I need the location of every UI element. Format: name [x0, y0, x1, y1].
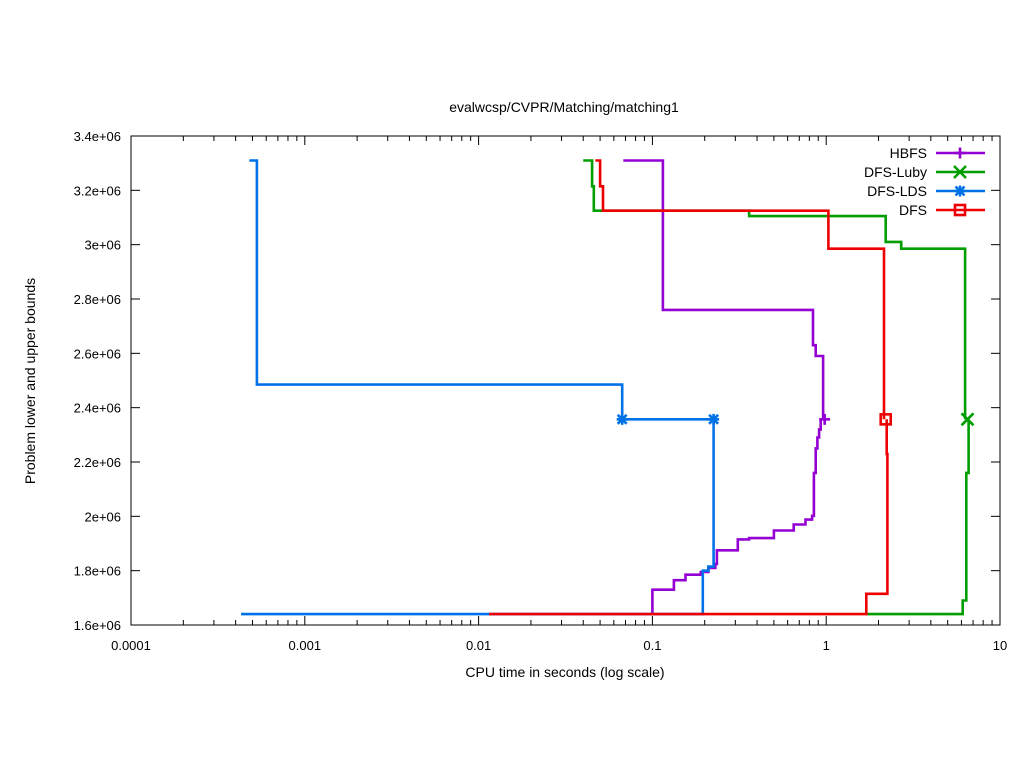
legend-marker-hbfs [954, 147, 966, 159]
legend-marker-dfs-lds [954, 185, 966, 197]
series-marker-hbfs [819, 413, 831, 425]
legend-item-dfs-lds: DFS-LDS [867, 183, 985, 199]
y-tick-label: 2e+06 [84, 509, 121, 524]
y-tick-label: 2.8e+06 [74, 292, 121, 307]
series-marker-dfs-luby [960, 412, 975, 427]
series-line-dfs-lower [489, 419, 889, 616]
y-tick-label: 1.8e+06 [74, 564, 121, 579]
tick-marks: 0.0001 0.001 0.01 0.1 1 10 1.6e+06 1.8e+06 2e+06… [74, 129, 1008, 653]
legend-label: HBFS [890, 145, 927, 161]
series-dfs-lds [241, 159, 720, 616]
y-tick-label: 3.2e+06 [74, 183, 121, 198]
legend-item-dfs-luby: DFS-Luby [864, 164, 985, 180]
series-marker-dfs-lds [616, 413, 628, 425]
series-marker-dfs [879, 413, 893, 426]
y-tick-label: 2.6e+06 [74, 346, 121, 361]
legend-item-hbfs: HBFS [890, 145, 985, 161]
x-tick-label: 0.001 [289, 638, 322, 653]
plot-frame [130, 135, 1001, 626]
y-tick-label: 3.4e+06 [74, 129, 121, 144]
y-axis-label: Problem lower and upper bounds [22, 278, 38, 484]
x-axis-label: CPU time in seconds (log scale) [465, 664, 664, 680]
series-line-dfs-upper [595, 159, 886, 420]
series-line-hbfs-upper [623, 159, 825, 420]
legend-label: DFS [899, 202, 927, 218]
x-tick-label: 0.01 [466, 638, 491, 653]
series-dfs-luby [583, 159, 975, 616]
series-line-hbfs-lower [651, 419, 823, 615]
legend-item-dfs: DFS [899, 202, 985, 218]
legend-label: DFS-LDS [867, 183, 927, 199]
series-dfs [489, 159, 893, 616]
series-marker-dfs-lds [708, 413, 720, 425]
y-tick-label: 2.4e+06 [74, 401, 121, 416]
series-line-dfs-lds-upper [249, 159, 714, 421]
legend-label: DFS-Luby [864, 164, 927, 180]
x-tick-label: 0.1 [643, 638, 661, 653]
chart-title: evalwcsp/CVPR/Matching/matching1 [449, 99, 679, 115]
legend-marker-dfs-luby [953, 165, 967, 179]
series-layer [241, 159, 975, 616]
x-tick-label: 1 [823, 638, 830, 653]
series-line-dfs-luby-lower [866, 419, 970, 616]
series-hbfs [623, 159, 831, 615]
series-line-dfs-lds-lower [241, 419, 715, 616]
x-tick-label: 10 [993, 638, 1007, 653]
y-tick-label: 3e+06 [84, 238, 121, 253]
x-tick-label: 0.0001 [111, 638, 151, 653]
y-tick-label: 2.2e+06 [74, 455, 121, 470]
legend-marker-dfs [953, 203, 967, 217]
y-tick-label: 1.6e+06 [74, 618, 121, 633]
legend: HBFS DFS-Luby DFS-LDS DFS [864, 145, 985, 218]
series-line-dfs-luby-upper [583, 159, 967, 420]
